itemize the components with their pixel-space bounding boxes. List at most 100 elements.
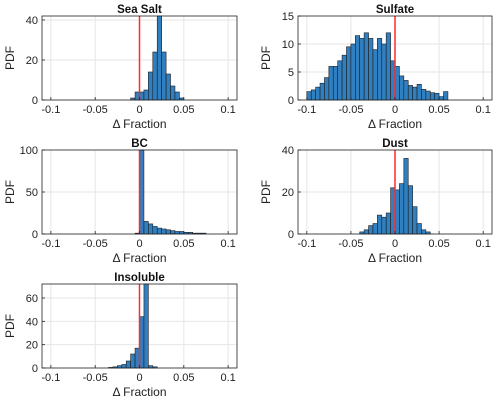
y-tick-label: 0 (288, 229, 294, 241)
y-tick-label: 40 (282, 145, 294, 157)
histogram-bar (377, 214, 383, 235)
x-tick-label: -0.1 (297, 104, 316, 116)
histogram-bar (328, 66, 334, 101)
histogram-bar (381, 216, 387, 235)
panel-sea-salt: -0.1 -0.05 0 0.05 0.1 0 20 40 Sea Salt Δ Fraction… (3, 4, 238, 131)
x-tick-label: 0.05 (173, 372, 194, 384)
y-axis-label: PDF (259, 46, 273, 70)
histogram-bar (368, 225, 374, 235)
histogram-bar (425, 90, 431, 101)
histogram-bar (399, 183, 405, 235)
x-tick-label: 0.05 (173, 104, 194, 116)
histogram-bar (363, 32, 369, 101)
y-tick-label: 20 (26, 340, 38, 352)
x-tick-label: 0 (392, 238, 398, 250)
y-axis-label: PDF (3, 314, 17, 338)
x-axis-label: Δ Fraction (112, 117, 166, 131)
histogram-bar (332, 66, 338, 101)
x-tick-label: -0.05 (83, 104, 108, 116)
histogram-bar (170, 85, 176, 101)
panel-bc: -0.1 -0.05 0 0.05 0.1 0 50 100 BC Δ Fraction PDF (3, 138, 238, 265)
panel-title: Dust (382, 138, 408, 150)
histogram-bar (161, 228, 167, 235)
histogram-bar (421, 89, 427, 101)
histogram-bar (359, 38, 365, 101)
histogram-bar (438, 96, 444, 101)
histogram-bar (143, 89, 149, 101)
histogram-bar (337, 60, 343, 101)
panel-title: Sea Salt (117, 4, 162, 16)
y-tick-label: 100 (20, 145, 38, 157)
y-tick-label: 10 (282, 39, 294, 51)
y-axis-label: PDF (3, 46, 17, 70)
y-tick-label: 40 (26, 15, 38, 27)
histogram-bar (152, 226, 158, 235)
histogram-bar (156, 15, 162, 101)
histogram-bar (310, 89, 316, 101)
histogram-bar (161, 51, 167, 101)
histogram-bar (165, 229, 171, 235)
histogram-bar (416, 223, 422, 235)
y-tick-label: 5 (288, 67, 294, 79)
histogram-bar (407, 185, 413, 235)
histogram-bar (121, 364, 127, 369)
histogram-bar (434, 92, 440, 101)
histogram-bar (324, 77, 330, 101)
x-axis-label: Δ Fraction (368, 251, 422, 265)
x-axis-label: Δ Fraction (112, 385, 166, 399)
histogram-bar (174, 91, 180, 101)
histogram-bar (412, 86, 418, 101)
histogram-bar (363, 229, 369, 235)
histogram-bar (156, 227, 162, 235)
x-axis-label: Δ Fraction (112, 251, 166, 265)
histogram-bar (125, 360, 131, 369)
panel-title: Sulfate (376, 4, 414, 16)
histogram-bar (429, 92, 435, 101)
y-tick-label: 40 (26, 316, 38, 328)
panel-title: Insoluble (114, 272, 164, 284)
x-tick-label: -0.05 (338, 104, 363, 116)
y-tick-label: 20 (282, 187, 294, 199)
x-tick-label: -0.05 (338, 238, 363, 250)
x-axis-label: Δ Fraction (368, 117, 422, 131)
y-tick-label: 15 (282, 11, 294, 23)
y-tick-label: 20 (26, 55, 38, 67)
histogram-bar (315, 86, 321, 101)
histogram-bar (368, 38, 374, 101)
histogram-bar (399, 75, 405, 101)
y-tick-label: 60 (26, 293, 38, 305)
histogram-bar (143, 221, 149, 235)
y-axis-label: PDF (259, 180, 273, 204)
y-axis-label: PDF (3, 180, 17, 204)
panel-dust: -0.1 -0.05 0 0.05 0.1 0 20 40 Dust Δ Fraction PDF (259, 138, 493, 265)
histogram-bar (152, 51, 158, 101)
x-tick-label: 0 (392, 104, 398, 116)
histogram-bar (403, 158, 409, 235)
histogram-bar (355, 35, 361, 101)
x-tick-label: -0.1 (41, 372, 60, 384)
histogram-bar (143, 283, 149, 369)
histogram-bar (381, 43, 387, 101)
panel-title: BC (131, 138, 148, 150)
x-tick-label: 0.1 (220, 238, 235, 250)
x-tick-label: -0.05 (83, 372, 108, 384)
y-tick-label: 50 (26, 187, 38, 199)
histogram-bar (385, 212, 391, 235)
x-tick-label: 0.1 (476, 104, 491, 116)
histogram-bar (170, 230, 176, 235)
x-tick-label: -0.05 (83, 238, 108, 250)
histogram-bar (407, 85, 413, 101)
histogram-bar (385, 32, 391, 101)
histogram-bar (443, 91, 449, 101)
histogram-bar (372, 49, 378, 101)
x-tick-label: 0 (136, 238, 142, 250)
x-tick-label: 0.05 (173, 238, 194, 250)
x-tick-label: 0 (136, 104, 142, 116)
histogram-bar (372, 223, 378, 235)
histogram-bar (377, 38, 383, 101)
histogram-bar (416, 84, 422, 101)
histogram-bar (306, 91, 312, 101)
histogram-bar (341, 54, 347, 101)
